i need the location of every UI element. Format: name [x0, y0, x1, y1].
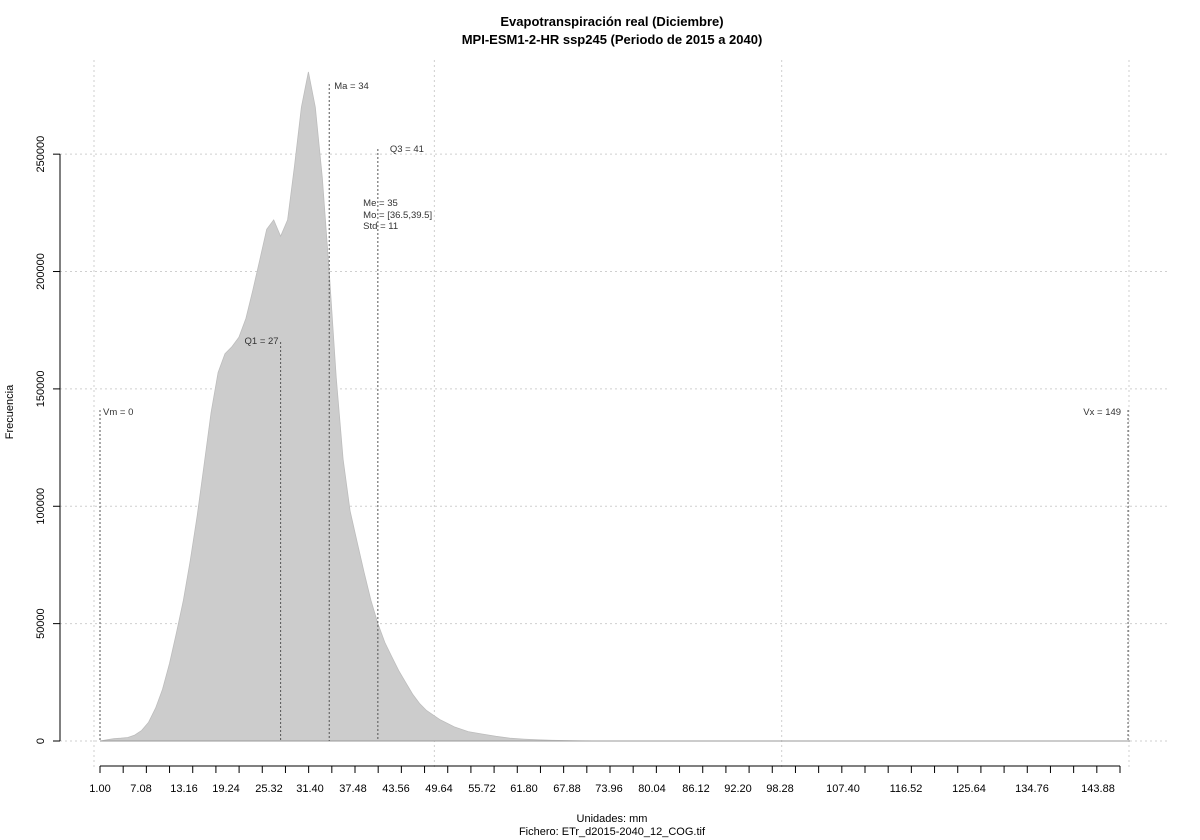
- annotation-label-0: Vm = 0: [103, 407, 133, 418]
- x-tick-label-10: 61.80: [510, 783, 538, 795]
- x-axis-label: Unidades: mm: [577, 813, 648, 825]
- x-tick-label-15: 92.20: [724, 783, 752, 795]
- x-tick-label-2: 13.16: [170, 783, 198, 795]
- annotation-label-5: Mo = [36.5,39.5]: [363, 210, 432, 221]
- y-axis: 0 50000 100000 150000 200000 250000: [35, 136, 61, 744]
- annotation-label-2: Ma = 34: [334, 81, 369, 92]
- x-tick-label-5: 31.40: [296, 783, 324, 795]
- x-tick-label-17: 107.40: [826, 783, 860, 795]
- x-tick-label-13: 80.04: [638, 783, 666, 795]
- x-tick-label-21: 143.88: [1081, 783, 1115, 795]
- annotation-label-1: Q1 = 27: [245, 336, 279, 347]
- y-tick-label-4: 200000: [35, 253, 47, 290]
- x-tick-label-11: 67.88: [553, 783, 581, 795]
- annotation-label-3: Q3 = 41: [390, 144, 424, 155]
- y-tick-label-5: 250000: [35, 136, 47, 173]
- y-tick-label-1: 50000: [35, 608, 47, 639]
- x-tick-label-16: 98.28: [766, 783, 794, 795]
- x-tick-label-3: 19.24: [212, 783, 240, 795]
- x-axis: 1.00 7.08 13.16 19.24 25.32 31.40 37.48 43.56 49…: [89, 765, 1121, 795]
- annotation-label-7: Vx = 149: [1083, 407, 1121, 418]
- y-tick-label-2: 100000: [35, 488, 47, 525]
- y-tick-label-0: 0: [35, 738, 47, 744]
- y-axis-label: Frecuencia: [4, 384, 16, 439]
- x-tick-label-7: 43.56: [382, 783, 410, 795]
- plot-area: [99, 71, 1130, 742]
- x-tick-label-6: 37.48: [339, 783, 367, 795]
- density-area: [99, 71, 1129, 742]
- chart-title: Evapotranspiración real (Diciembre): [500, 14, 723, 29]
- x-tick-label-18: 116.52: [890, 783, 923, 795]
- annotation-label-6: Std = 11: [363, 221, 398, 232]
- x-tick-label-12: 73.96: [595, 783, 623, 795]
- x-tick-label-8: 49.64: [425, 783, 453, 795]
- x-tick-label-4: 25.32: [255, 783, 283, 795]
- x-tick-label-0: 1.00: [89, 783, 110, 795]
- x-tick-label-20: 134.76: [1015, 783, 1049, 795]
- chart-subtitle: MPI-ESM1-2-HR ssp245 (Periodo de 2015 a …: [462, 32, 763, 47]
- annotation-label-4: Me = 35: [363, 198, 398, 209]
- y-tick-label-3: 150000: [35, 371, 47, 408]
- chart-caption: Fichero: ETr_d2015-2040_12_COG.tif: [519, 826, 706, 838]
- x-tick-label-1: 7.08: [130, 783, 151, 795]
- x-tick-label-19: 125.64: [952, 783, 986, 795]
- x-tick-label-9: 55.72: [468, 783, 496, 795]
- x-tick-label-14: 86.12: [682, 783, 710, 795]
